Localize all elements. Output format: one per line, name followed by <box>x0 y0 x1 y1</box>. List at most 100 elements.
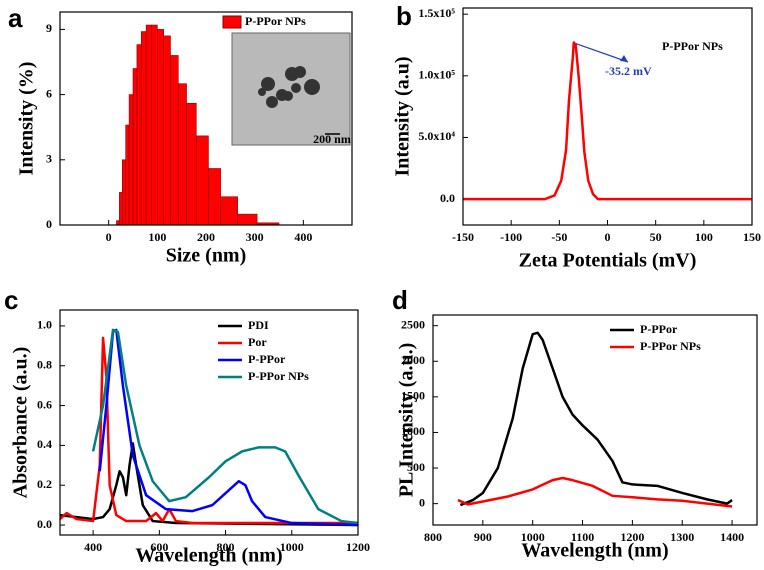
x-tick-label: 0 <box>106 230 112 244</box>
bar <box>195 135 209 225</box>
x-tick-label: 900 <box>474 530 492 544</box>
inset-particle <box>294 66 306 78</box>
x-tick-label: -50 <box>551 230 567 244</box>
axes-frame <box>59 11 353 226</box>
bar <box>256 222 280 225</box>
x-tick-label: -100 <box>500 230 522 244</box>
y-tick-label: 0.2 <box>37 477 52 491</box>
line-series <box>60 336 358 525</box>
y-tick-label: 0.0 <box>440 191 455 205</box>
legend-label: PDI <box>248 318 269 332</box>
annotation: P-PPor NPs <box>662 39 723 53</box>
line-series <box>463 41 752 201</box>
x-tick-label: 800 <box>217 540 235 554</box>
y-tick-label: 0 <box>419 495 425 509</box>
y-tick-label: 0.4 <box>37 437 52 451</box>
inset-particle <box>291 83 301 93</box>
bar <box>116 220 120 225</box>
bar <box>157 29 164 225</box>
legend-label: P-PPor NPs <box>248 369 309 383</box>
x-axis-title: Wavelength (nm) <box>135 545 282 567</box>
x-tick-label: 50 <box>650 230 662 244</box>
y-tick-label: 1.0x10⁵ <box>418 68 455 82</box>
panel-letter: a <box>8 3 23 33</box>
legend-label: P-PPor <box>248 352 286 366</box>
x-tick-label: 0 <box>605 230 611 244</box>
panel-letter: c <box>4 285 18 315</box>
y-tick-label: 1.5x10⁵ <box>418 6 455 20</box>
x-tick-label: 400 <box>84 540 102 554</box>
y-tick-label: 6 <box>46 86 52 100</box>
x-tick-label: 150 <box>743 230 761 244</box>
axes-frame <box>462 7 753 226</box>
y-tick-label: 3 <box>46 152 52 166</box>
inset-image <box>231 32 351 146</box>
x-tick-label: 200 <box>197 230 215 244</box>
bar <box>132 68 138 225</box>
bar <box>220 196 238 225</box>
x-tick-label: 1200 <box>346 540 370 554</box>
y-tick-label: 1.0 <box>37 318 52 332</box>
axes-frame <box>432 314 758 526</box>
bar <box>163 35 171 225</box>
x-tick-label: 1000 <box>280 540 304 554</box>
x-tick-label: 1100 <box>571 530 594 544</box>
x-tick-label: 1400 <box>720 530 744 544</box>
plot-area <box>60 328 358 527</box>
y-tick-label: 0.8 <box>37 358 52 372</box>
bar <box>119 192 123 225</box>
bar <box>121 159 127 225</box>
y-tick-label: 1500 <box>401 389 425 403</box>
inset-scale-label: 200 nm <box>313 132 351 146</box>
panel-letter: b <box>396 1 412 31</box>
legend-label: Por <box>248 335 267 349</box>
x-tick-label: 1200 <box>620 530 644 544</box>
x-axis-title: Zeta Potentials (mV) <box>519 250 697 272</box>
y-axis-title: PL Intensity (a.u.) <box>396 343 418 497</box>
x-tick-label: 600 <box>150 540 168 554</box>
y-tick-label: 5.0x10⁴ <box>418 129 455 143</box>
x-tick-label: 800 <box>424 530 442 544</box>
bar <box>151 24 158 225</box>
bar <box>170 55 179 225</box>
x-tick-label: 1300 <box>670 530 694 544</box>
bar <box>237 213 258 225</box>
inset-particle <box>261 77 275 91</box>
y-tick-label: 0.6 <box>37 397 52 411</box>
bar <box>125 124 130 225</box>
y-tick-label: 0.0 <box>37 517 52 531</box>
y-axis-title: Absorbance (a.u.) <box>10 347 32 499</box>
y-tick-label: 9 <box>46 21 52 35</box>
inset-particle <box>258 88 266 96</box>
annotation-arrow <box>575 42 629 63</box>
x-axis-title: Size (nm) <box>166 245 247 267</box>
plot-area <box>457 331 733 508</box>
y-tick-label: 0 <box>46 217 52 231</box>
panel-letter: d <box>392 285 408 315</box>
inset-particle <box>304 79 320 95</box>
y-tick-label: 1000 <box>401 424 425 438</box>
legend-label: P-PPor NPs <box>640 339 701 353</box>
x-tick-label: 300 <box>246 230 264 244</box>
legend-swatch <box>222 15 242 29</box>
inset-particle <box>283 91 293 101</box>
y-axis-title: Intensity (%) <box>16 62 38 176</box>
bar <box>136 44 142 225</box>
line-series <box>457 476 733 508</box>
bar <box>145 24 152 225</box>
y-axis-title: Intensity (a.u) <box>392 56 414 176</box>
bar <box>128 94 134 225</box>
plot-area <box>116 24 351 225</box>
line-series <box>459 331 733 507</box>
legend-label: P-PPor NPs <box>245 14 306 28</box>
bar <box>208 168 221 225</box>
legend-label: P-PPor <box>640 322 678 336</box>
line-series <box>60 442 358 527</box>
y-tick-label: 2000 <box>401 353 425 367</box>
x-tick-label: 100 <box>148 230 166 244</box>
bar <box>186 102 197 225</box>
y-tick-label: 500 <box>407 460 425 474</box>
inset-particle <box>266 96 278 108</box>
x-tick-label: 1000 <box>521 530 545 544</box>
